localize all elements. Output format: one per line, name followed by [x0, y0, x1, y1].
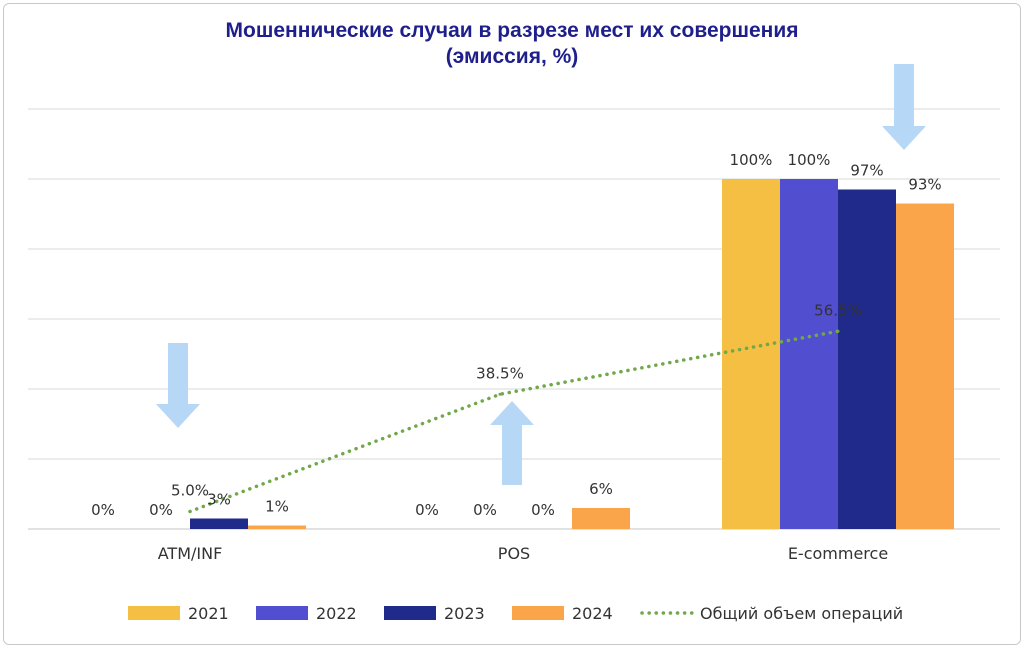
- bar: [780, 179, 838, 529]
- data-label: 3%: [207, 491, 231, 509]
- bar: [248, 525, 306, 529]
- data-labels: 0% 0% 3% 1% 0% 0% 0% 6% 100% 100% 97% 93% 5.0% 38.5% 5…: [91, 151, 942, 519]
- bar: [572, 508, 630, 529]
- trend-label: 5.0%: [171, 482, 209, 500]
- bar: [190, 518, 248, 529]
- annotation-arrows: [156, 64, 926, 485]
- trend-point: [188, 510, 192, 513]
- category-label: E-commerce: [788, 544, 888, 563]
- legend-swatch: [256, 606, 308, 620]
- bar: [838, 189, 896, 529]
- legend-swatch: [128, 606, 180, 620]
- legend: 2021 2022 2023 2024 Общий объем операций: [128, 604, 903, 623]
- data-label: 0%: [91, 501, 115, 519]
- data-label: 0%: [473, 501, 497, 519]
- bars: [190, 179, 954, 529]
- data-label: 100%: [730, 151, 773, 169]
- data-label: 0%: [149, 501, 173, 519]
- data-label: 6%: [589, 480, 613, 498]
- data-label: 1%: [265, 498, 289, 516]
- legend-swatch: [384, 606, 436, 620]
- trend-point: [836, 329, 840, 333]
- category-axis: ATM/INF POS E-commerce: [158, 544, 888, 563]
- chart-subtitle: (эмиссия, %): [445, 45, 579, 68]
- arrow-down-icon: [156, 343, 200, 428]
- data-label: 0%: [531, 501, 555, 519]
- legend-label: Общий объем операций: [700, 604, 903, 623]
- data-label: 93%: [908, 176, 941, 194]
- legend-label: 2022: [316, 604, 357, 623]
- data-label: 0%: [415, 501, 439, 519]
- legend-label: 2021: [188, 604, 229, 623]
- trend-point: [498, 392, 502, 396]
- bar: [896, 203, 954, 529]
- legend-label: 2024: [572, 604, 613, 623]
- trend-line-path: [188, 329, 840, 514]
- category-label: ATM/INF: [158, 544, 223, 563]
- arrow-down-icon: [882, 64, 926, 150]
- chart-title-block: Мошеннические случаи в разрезе мест их с…: [0, 18, 1024, 70]
- legend-label: 2023: [444, 604, 485, 623]
- chart-title: Мошеннические случаи в разрезе мест их с…: [225, 19, 799, 42]
- trend-label: 56.5%: [814, 301, 862, 319]
- trend-line: [188, 329, 840, 514]
- trend-label: 38.5%: [476, 364, 524, 382]
- data-label: 100%: [788, 151, 831, 169]
- arrow-up-icon: [490, 401, 534, 485]
- bar: [722, 179, 780, 529]
- category-label: POS: [498, 544, 530, 563]
- data-label: 97%: [850, 162, 883, 180]
- legend-swatch: [512, 606, 564, 620]
